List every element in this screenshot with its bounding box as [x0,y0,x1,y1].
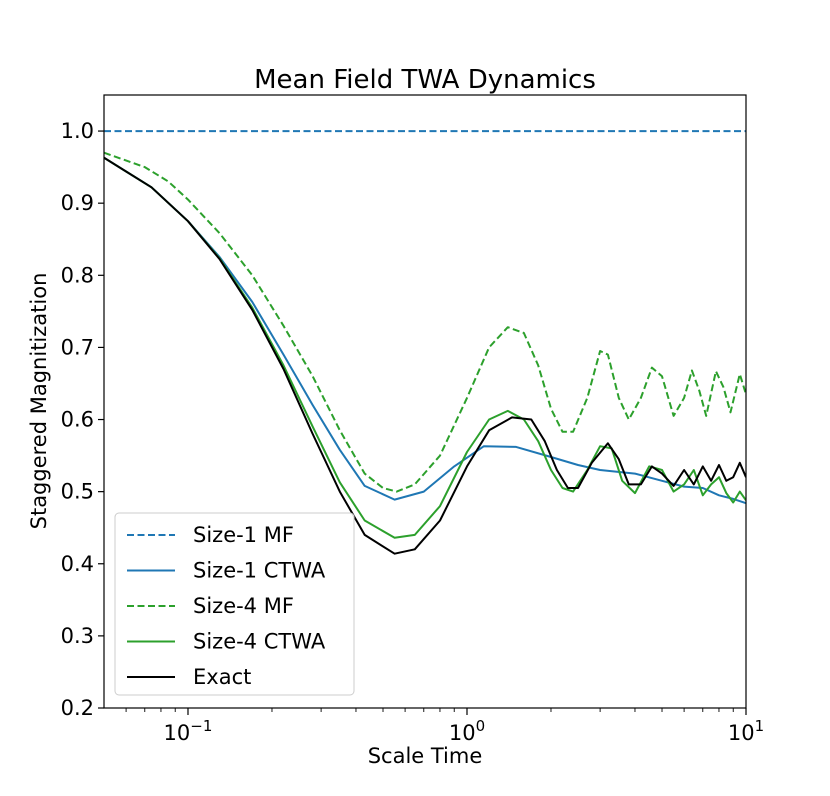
legend-label-exact: Exact [193,665,251,689]
plot-frame [103,94,747,709]
y-tick-label: 0.3 [61,624,94,648]
series-line-size-4-mf [104,151,746,493]
y-tick-label: 0.7 [61,335,94,359]
y-tick-label: 1.0 [61,119,94,143]
y-tick-label: 0.9 [61,191,94,215]
x-tick-label: 100 [449,717,485,745]
legend-box [114,512,355,696]
x-tick-label: 101 [728,717,764,745]
legend-label-size-4-mf: Size-4 MF [193,594,294,618]
y-axis-label: Staggered Magnitization [27,273,51,530]
x-tick-label: 10−1 [164,717,213,745]
series-line-size-4-ctwa [104,156,746,539]
chart-title: Mean Field TWA Dynamics [254,65,596,95]
series-line-size-1-ctwa [104,156,746,505]
y-tick-label: 0.2 [61,696,94,720]
y-tick-label: 0.6 [61,408,94,432]
series-line-exact [104,156,746,555]
x-axis-label: Scale Time [368,744,483,768]
series-layer [104,130,746,555]
y-tick-label: 0.8 [61,263,94,287]
y-axis: 0.2 0.3 0.4 0.5 0.6 0.7 0.8 0.9 1.0 [61,119,104,720]
y-tick-label: 0.4 [61,552,94,576]
y-tick-label: 0.5 [61,480,94,504]
legend-label-size-1-ctwa: Size-1 CTWA [193,559,326,583]
legend-label-size-4-ctwa: Size-4 CTWA [193,630,326,654]
legend: Size-1 MF Size-1 CTWA Size-4 MF Size-4 CTWA… [114,512,355,696]
legend-label-size-1-mf: Size-1 MF [193,523,294,547]
x-axis: 10−1 100 101 [125,708,764,745]
